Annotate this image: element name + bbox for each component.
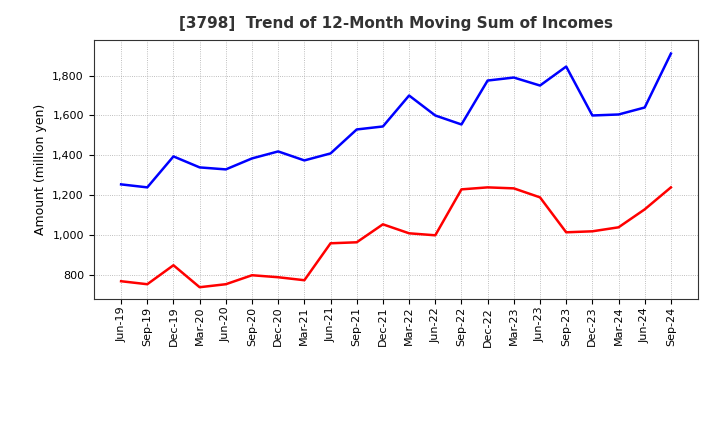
Net Income xyxy=(640,207,649,212)
Net Income xyxy=(248,273,256,278)
Net Income xyxy=(326,241,335,246)
Ordinary Income xyxy=(143,185,152,190)
Ordinary Income xyxy=(300,158,309,163)
Net Income xyxy=(222,282,230,287)
Net Income xyxy=(536,195,544,200)
Ordinary Income xyxy=(405,93,413,98)
Net Income xyxy=(588,229,597,234)
Ordinary Income xyxy=(614,112,623,117)
Net Income xyxy=(405,231,413,236)
Net Income xyxy=(352,240,361,245)
Ordinary Income xyxy=(195,165,204,170)
Ordinary Income xyxy=(274,149,282,154)
Net Income xyxy=(483,185,492,190)
Ordinary Income xyxy=(483,78,492,83)
Title: [3798]  Trend of 12-Month Moving Sum of Incomes: [3798] Trend of 12-Month Moving Sum of I… xyxy=(179,16,613,32)
Net Income xyxy=(274,275,282,280)
Net Income xyxy=(510,186,518,191)
Ordinary Income xyxy=(588,113,597,118)
Net Income xyxy=(431,233,440,238)
Ordinary Income xyxy=(352,127,361,132)
Ordinary Income xyxy=(640,105,649,110)
Net Income xyxy=(562,230,570,235)
Y-axis label: Amount (million yen): Amount (million yen) xyxy=(34,104,47,235)
Ordinary Income xyxy=(667,51,675,56)
Net Income xyxy=(457,187,466,192)
Net Income xyxy=(143,282,152,287)
Net Income xyxy=(379,222,387,227)
Ordinary Income xyxy=(431,113,440,118)
Ordinary Income xyxy=(510,75,518,80)
Ordinary Income xyxy=(169,154,178,159)
Ordinary Income xyxy=(457,122,466,127)
Ordinary Income xyxy=(536,83,544,88)
Ordinary Income xyxy=(222,167,230,172)
Ordinary Income xyxy=(117,182,125,187)
Net Income xyxy=(117,279,125,284)
Line: Net Income: Net Income xyxy=(121,187,671,287)
Ordinary Income xyxy=(248,156,256,161)
Ordinary Income xyxy=(326,151,335,156)
Net Income xyxy=(169,263,178,268)
Ordinary Income xyxy=(562,64,570,69)
Net Income xyxy=(614,225,623,230)
Net Income xyxy=(300,278,309,283)
Ordinary Income xyxy=(379,124,387,129)
Net Income xyxy=(667,185,675,190)
Line: Ordinary Income: Ordinary Income xyxy=(121,54,671,187)
Net Income xyxy=(195,285,204,290)
